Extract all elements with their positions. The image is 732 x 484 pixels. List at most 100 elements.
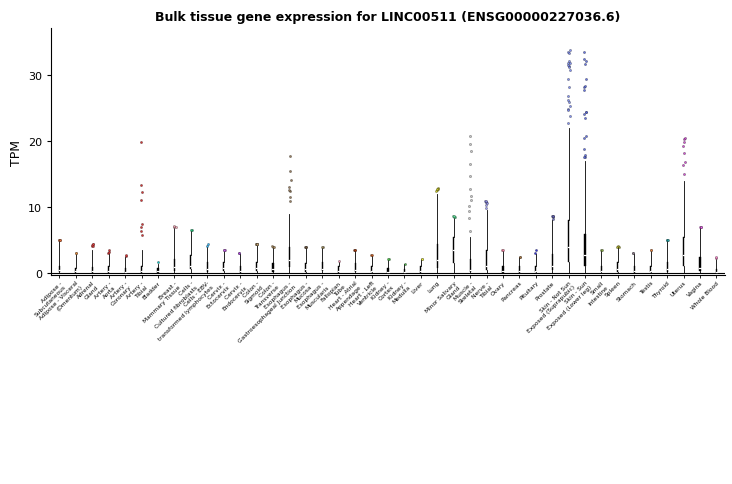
Point — [597, 246, 608, 254]
Point — [251, 240, 263, 248]
Bar — [354, 263, 356, 272]
Point — [250, 240, 261, 248]
Bar — [387, 269, 389, 273]
Point — [186, 227, 198, 234]
Point — [580, 58, 591, 65]
Point — [433, 185, 444, 193]
Point — [578, 146, 590, 153]
Point — [266, 243, 278, 251]
Point — [234, 250, 245, 257]
Point — [464, 173, 476, 181]
Point — [431, 187, 443, 195]
Point — [480, 198, 492, 206]
Bar — [108, 266, 109, 273]
Point — [579, 60, 591, 68]
Point — [283, 184, 295, 192]
Point — [102, 250, 114, 257]
Point — [613, 243, 624, 251]
Point — [564, 50, 575, 58]
Bar — [469, 259, 471, 272]
Point — [168, 224, 179, 231]
Point — [250, 240, 261, 248]
Point — [613, 243, 624, 251]
Point — [416, 255, 427, 263]
Bar — [617, 262, 619, 272]
Point — [430, 188, 442, 196]
Point — [579, 154, 591, 162]
Point — [580, 109, 592, 117]
Point — [87, 241, 99, 249]
Point — [120, 253, 132, 261]
Point — [578, 154, 590, 162]
Point — [55, 236, 67, 244]
Bar — [700, 257, 701, 272]
Point — [54, 237, 66, 244]
Point — [366, 251, 378, 259]
Point — [284, 167, 296, 175]
Bar — [650, 266, 651, 273]
Point — [562, 93, 574, 101]
Point — [251, 240, 263, 248]
Bar — [716, 270, 717, 273]
Point — [646, 246, 657, 254]
Point — [514, 253, 526, 261]
Point — [333, 258, 345, 266]
Point — [678, 150, 690, 157]
Bar — [174, 259, 175, 271]
Bar — [371, 266, 372, 273]
Bar — [141, 266, 142, 273]
Point — [498, 246, 509, 254]
Bar — [289, 247, 290, 268]
Bar — [667, 262, 668, 272]
Point — [268, 243, 280, 251]
Point — [251, 240, 263, 248]
Point — [284, 152, 296, 160]
Point — [348, 246, 360, 254]
Point — [695, 224, 707, 231]
Point — [465, 196, 477, 204]
Point — [416, 255, 427, 263]
Point — [563, 64, 575, 72]
Point — [564, 104, 575, 111]
Point — [627, 250, 639, 257]
Bar — [92, 267, 93, 273]
Point — [136, 189, 148, 197]
Bar — [552, 254, 553, 271]
Point — [564, 63, 575, 71]
Point — [562, 49, 574, 57]
Point — [530, 247, 542, 255]
Point — [168, 223, 180, 231]
Point — [678, 136, 690, 144]
Point — [136, 221, 148, 228]
Point — [579, 114, 591, 122]
Bar — [75, 269, 76, 273]
Bar — [584, 234, 586, 266]
Point — [135, 228, 147, 236]
Point — [70, 250, 82, 257]
Point — [448, 213, 460, 221]
Point — [662, 236, 674, 244]
Point — [480, 198, 492, 206]
Point — [283, 186, 295, 194]
Point — [464, 161, 476, 169]
Bar — [256, 262, 257, 272]
Point — [135, 224, 146, 231]
Point — [578, 57, 590, 64]
Bar — [535, 266, 537, 273]
Point — [102, 247, 114, 255]
Point — [480, 198, 492, 206]
Point — [480, 202, 492, 210]
Point — [496, 246, 508, 254]
Point — [547, 213, 559, 221]
Point — [349, 246, 361, 254]
Bar — [190, 256, 192, 270]
Point — [120, 252, 132, 260]
Point — [284, 187, 296, 195]
Point — [266, 243, 278, 251]
Point — [515, 253, 526, 261]
Point — [546, 213, 558, 221]
Bar — [272, 263, 274, 272]
Bar — [157, 269, 159, 273]
Point — [678, 139, 690, 147]
Bar — [519, 266, 520, 273]
